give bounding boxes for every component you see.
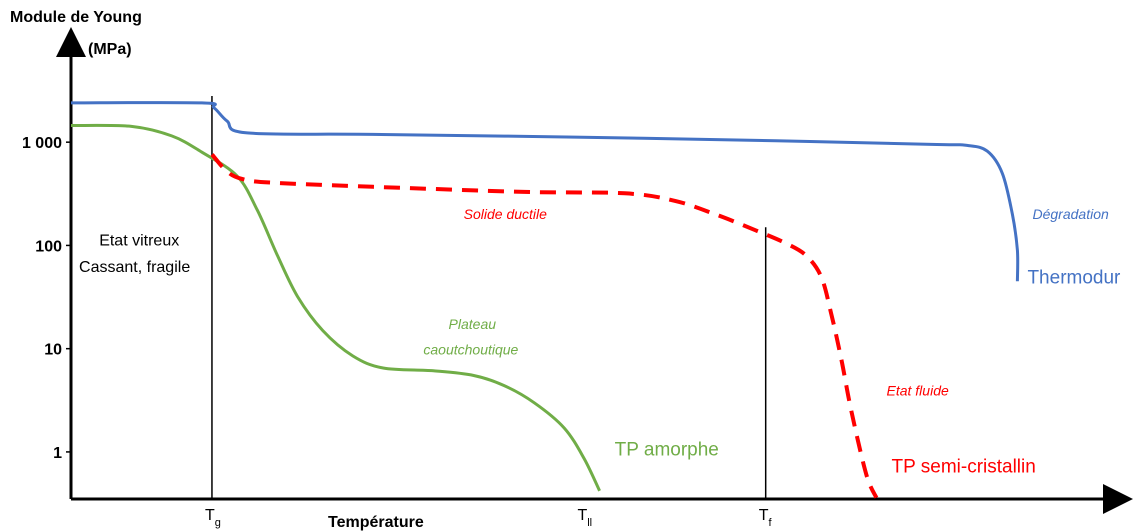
y-tick-label-2: 10 (44, 342, 62, 359)
marker-label-tg: Tg (205, 507, 221, 529)
annotation-solide-ductile: Solide ductile (464, 206, 547, 222)
annotation-tp-semi: TP semi-cristallin (892, 457, 1036, 478)
annotation-etat-fluide: Etat fluide (887, 383, 949, 399)
marker-label-tll: Tll (577, 507, 592, 529)
annotation-thermodur: Thermodur (1027, 267, 1121, 288)
y-tick-label-0: 1 000 (22, 135, 62, 152)
y-axis-title-line2: (MPa) (88, 41, 132, 58)
y-tick-label-1: 100 (35, 238, 62, 255)
x-markers: Tg Tll Tf (205, 95, 773, 529)
y-axis-title-line1: Module de Young (10, 9, 142, 26)
annotation-plateau-2: caoutchoutique (423, 341, 518, 357)
annotation-tp-amorphe: TP amorphe (615, 440, 719, 461)
annotations: Dégradation Thermodur Solide ductile Platea… (79, 206, 1121, 478)
annotation-etat-vitreux-1: Etat vitreux (99, 232, 179, 249)
y-tick-label-3: 1 (53, 445, 62, 462)
series-line-0 (70, 101, 1020, 282)
annotation-degradation: Dégradation (1032, 206, 1108, 222)
series-group (70, 101, 1020, 499)
series-line-1 (70, 123, 601, 492)
x-axis-title: Température (328, 514, 424, 531)
y-ticks: 1 000 100 10 1 (22, 135, 71, 462)
annotation-plateau-1: Plateau (449, 316, 497, 332)
marker-label-tf: Tf (759, 507, 773, 529)
annotation-etat-vitreux-2: Cassant, fragile (79, 259, 190, 276)
